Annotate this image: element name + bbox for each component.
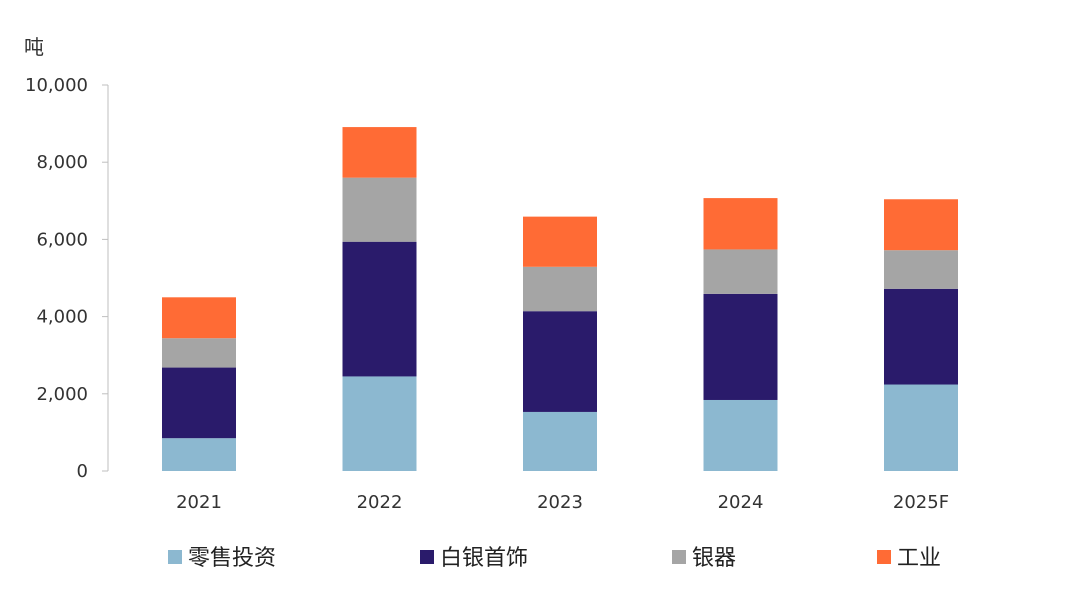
legend-item: 白银首饰 — [420, 546, 528, 571]
x-category-label: 2021 — [176, 492, 222, 513]
y-tick-label: 4,000 — [36, 307, 88, 328]
y-axis-unit-label: 吨 — [24, 35, 44, 59]
legend-swatch — [168, 550, 182, 564]
y-tick-label: 0 — [77, 461, 88, 482]
bar-segment-series-0 — [703, 399, 778, 471]
bar-segment-series-2 — [523, 266, 597, 312]
legend-item: 零售投资 — [168, 546, 276, 571]
bar-segment-series-2 — [703, 249, 778, 294]
bar-stack-2025F — [884, 199, 958, 471]
legend-item: 工业 — [877, 546, 941, 571]
bar-stack-2022 — [342, 127, 417, 471]
bar-segment-series-0 — [523, 411, 597, 471]
bar-segment-series-0 — [342, 376, 417, 471]
bar-segment-series-1 — [162, 367, 236, 439]
y-axis: 0 2,000 4,000 6,000 8,000 10,000 — [25, 75, 109, 482]
bar-segment-series-3 — [523, 216, 597, 267]
bar-segment-series-3 — [884, 199, 958, 251]
legend-swatch — [877, 550, 891, 564]
bar-segment-series-3 — [342, 127, 417, 178]
bar-segment-series-2 — [162, 338, 236, 368]
bar-stack-2021 — [162, 297, 236, 471]
bar-segment-series-0 — [162, 438, 236, 471]
legend-swatch — [420, 550, 434, 564]
bar-segment-series-3 — [162, 297, 236, 339]
y-tick-label: 8,000 — [36, 152, 88, 173]
y-tick-label: 6,000 — [36, 229, 88, 250]
y-tick-label: 2,000 — [36, 384, 88, 405]
legend: 零售投资 白银首饰 银器 工业 — [168, 546, 941, 571]
bar-segment-series-1 — [884, 288, 958, 385]
bar-segment-series-1 — [523, 311, 597, 412]
x-axis: 2021 2022 2023 2024 2025F — [176, 492, 949, 513]
bar-segment-series-1 — [703, 293, 778, 400]
bars-group — [162, 127, 958, 471]
legend-label: 工业 — [897, 546, 941, 571]
legend-item: 银器 — [672, 546, 736, 571]
bar-segment-series-1 — [342, 241, 417, 377]
legend-label: 银器 — [692, 546, 736, 571]
legend-swatch — [672, 550, 686, 564]
bar-segment-series-0 — [884, 384, 958, 471]
bar-segment-series-2 — [342, 177, 417, 242]
x-category-label: 2025F — [893, 492, 949, 513]
bar-segment-series-3 — [703, 198, 778, 250]
bar-segment-series-2 — [884, 250, 958, 289]
legend-label: 白银首饰 — [440, 546, 528, 571]
x-category-label: 2023 — [537, 492, 583, 513]
y-tick-label: 10,000 — [25, 75, 88, 96]
bar-stack-2023 — [523, 216, 597, 471]
bar-stack-2024 — [703, 198, 778, 471]
x-category-label: 2022 — [357, 492, 403, 513]
legend-label: 零售投资 — [188, 546, 276, 571]
x-category-label: 2024 — [718, 492, 764, 513]
